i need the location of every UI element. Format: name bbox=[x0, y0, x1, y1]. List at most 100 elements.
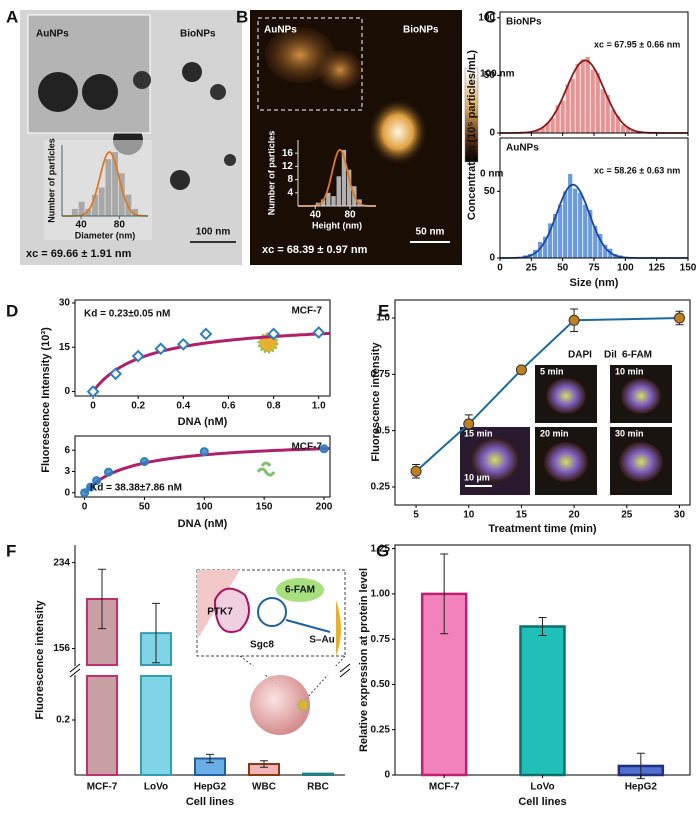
x-tick-label: 0.4 bbox=[176, 401, 190, 412]
y-tick-label: 1.25 bbox=[371, 543, 391, 554]
histogram-bar bbox=[550, 118, 555, 133]
histogram-bar bbox=[341, 149, 347, 206]
x-tick-label: WBC bbox=[252, 782, 276, 793]
colorbar-label: 0 nm bbox=[480, 169, 503, 180]
data-point bbox=[410, 465, 422, 477]
x-tick-label: 15 bbox=[516, 510, 528, 521]
histogram-bar bbox=[603, 244, 608, 258]
data-point bbox=[319, 444, 329, 454]
annotation: xc = 68.39 ± 0.97 nm bbox=[262, 244, 368, 256]
histogram-bar bbox=[625, 127, 630, 133]
histogram-bar bbox=[112, 152, 118, 216]
x-tick-label: 30 bbox=[674, 510, 686, 521]
panel-letter: D bbox=[6, 301, 18, 320]
image-label: 5 min bbox=[540, 366, 564, 376]
series-label: AuNPs bbox=[506, 143, 539, 154]
y-tick-label: 0 bbox=[64, 386, 70, 397]
image-label: AuNPs bbox=[36, 29, 69, 40]
annotation: Kd = 0.23±0.05 nM bbox=[84, 309, 170, 320]
plot-frame bbox=[74, 299, 331, 397]
x-tick-label: MCF-7 bbox=[429, 782, 460, 793]
schematic-label: Sgc8 bbox=[250, 640, 274, 651]
legend-label: 6-FAM bbox=[622, 350, 652, 361]
histogram-bar bbox=[583, 204, 588, 258]
x-tick-label: LoVo bbox=[144, 782, 168, 793]
x-tick-label: 200 bbox=[316, 502, 333, 513]
schematic-label: PTK7 bbox=[207, 607, 233, 618]
y-tick-label: 1.0 bbox=[376, 313, 390, 324]
x-tick-label: 20 bbox=[569, 510, 581, 521]
data-point bbox=[80, 488, 90, 498]
histogram-bar bbox=[568, 174, 573, 258]
x-tick-label: 150 bbox=[680, 263, 697, 274]
x-tick-label: 50 bbox=[557, 263, 569, 274]
y-tick-label: 50 bbox=[484, 70, 496, 81]
error-bar bbox=[152, 602, 160, 664]
data-point bbox=[92, 476, 102, 486]
x-tick-label: 5 bbox=[413, 510, 419, 521]
x-tick-label: 10 bbox=[463, 510, 475, 521]
colorbar-label: 100 nm bbox=[480, 69, 515, 80]
histogram-bar bbox=[610, 109, 615, 133]
histogram-bar bbox=[590, 69, 595, 133]
histogram-bar bbox=[563, 191, 568, 258]
y-tick-label: 1.00 bbox=[371, 589, 391, 600]
image-label: BioNPs bbox=[180, 29, 216, 40]
histogram-bar bbox=[540, 127, 545, 133]
histogram-bar bbox=[545, 122, 550, 133]
x-tick-label: 100 bbox=[196, 502, 213, 513]
histogram-bar bbox=[105, 159, 112, 216]
y-axis-label: Fluorescence intensity bbox=[370, 342, 382, 462]
y-tick-label: 0.25 bbox=[371, 724, 391, 735]
x-tick-label: 0 bbox=[497, 263, 503, 274]
y-tick-label: 156 bbox=[53, 643, 70, 654]
schematic-label: S–Au bbox=[309, 635, 335, 646]
scale-bar-label: 100 nm bbox=[196, 227, 231, 238]
y-tick-label: 4 bbox=[287, 187, 293, 198]
panel-letter: E bbox=[378, 301, 389, 320]
y-tick-label: 8 bbox=[287, 174, 293, 185]
y-axis-label: Fluorescence Intensity (10³) bbox=[40, 327, 52, 473]
plot-frame bbox=[394, 299, 691, 506]
y-tick-label: 100 bbox=[478, 12, 495, 23]
schematic-label: 6-FAM bbox=[285, 585, 315, 596]
bar bbox=[194, 757, 226, 776]
x-tick-label: 75 bbox=[588, 263, 600, 274]
x-tick-label: 0 bbox=[82, 502, 88, 513]
error-bar bbox=[260, 760, 268, 768]
x-tick-label: 40 bbox=[310, 210, 322, 221]
x-axis-label: Height (nm) bbox=[312, 220, 362, 230]
histogram-bar bbox=[593, 226, 598, 258]
histogram-bar bbox=[580, 59, 585, 133]
histogram-bar bbox=[71, 208, 78, 216]
x-tick-label: HepG2 bbox=[625, 782, 658, 793]
panel-letter: F bbox=[6, 541, 16, 560]
x-tick-label: 50 bbox=[139, 502, 151, 513]
panel-letter: A bbox=[6, 7, 18, 26]
x-tick-label: LoVo bbox=[530, 782, 554, 793]
data-point bbox=[312, 326, 326, 339]
histogram-bar bbox=[605, 94, 610, 133]
x-tick-label: 100 bbox=[617, 263, 634, 274]
histogram-bar bbox=[558, 204, 563, 258]
series-label: BioNPs bbox=[506, 17, 542, 28]
error-bar bbox=[206, 753, 214, 764]
histogram-bar bbox=[630, 129, 635, 133]
x-tick-label: 80 bbox=[344, 210, 356, 221]
x-axis-label: DNA (nM) bbox=[178, 518, 228, 530]
axis-break-mark bbox=[69, 663, 351, 678]
scale-bar-label: 50 nm bbox=[416, 227, 445, 238]
y-tick-label: 6 bbox=[64, 445, 70, 456]
data-point bbox=[515, 364, 527, 376]
histogram-bar bbox=[548, 223, 553, 258]
y-axis-label: Concentration (10⁵ particles/mL) bbox=[466, 50, 478, 221]
histogram-bar bbox=[615, 115, 620, 133]
x-tick-label: 80 bbox=[114, 220, 126, 231]
afm-image bbox=[250, 10, 479, 265]
axis-break bbox=[70, 666, 350, 675]
scale-bar-label: 10 µm bbox=[464, 472, 490, 482]
image-label: 20 min bbox=[540, 428, 569, 438]
x-tick-label: 150 bbox=[256, 502, 273, 513]
data-point bbox=[199, 327, 213, 341]
histogram-bar bbox=[585, 56, 590, 133]
